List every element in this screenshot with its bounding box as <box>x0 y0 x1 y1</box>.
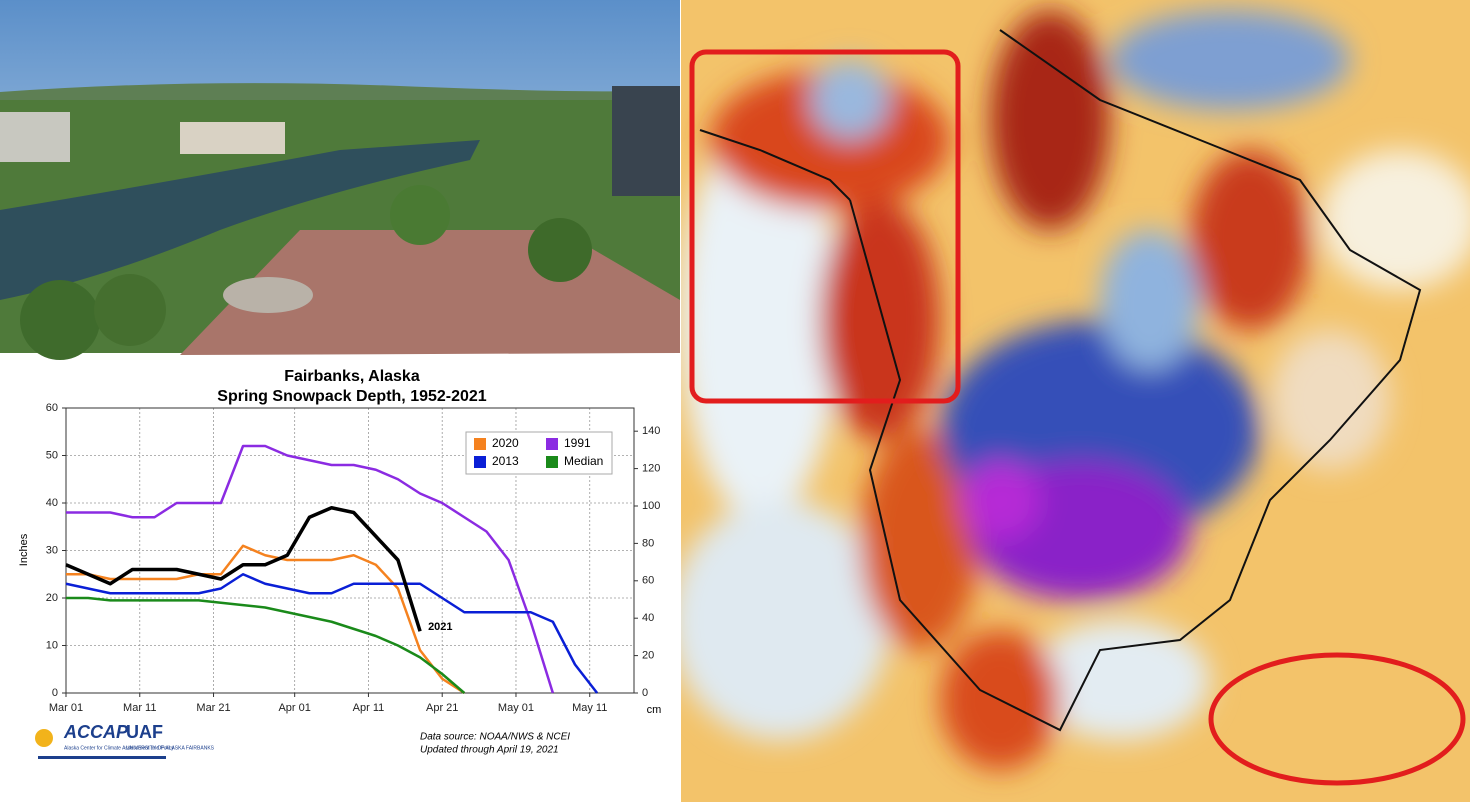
x-tick-label: Apr 21 <box>426 702 458 714</box>
y2-tick-label: 0 <box>642 687 648 699</box>
series-line <box>66 444 555 694</box>
anomaly-map <box>681 0 1470 802</box>
x-tick-label: Apr 01 <box>278 702 310 714</box>
logo-accap: ACCAP <box>63 722 129 742</box>
legend-label: Median <box>564 454 603 468</box>
y2-tick-label: 140 <box>642 425 660 437</box>
photo <box>0 0 680 360</box>
series-line <box>65 573 599 694</box>
series-line <box>66 544 466 695</box>
y2-tick-label: 20 <box>642 650 654 662</box>
updated-note: Updated through April 19, 2021 <box>420 745 559 756</box>
series-line <box>65 506 422 632</box>
legend-swatch <box>474 438 486 450</box>
logo-uaf: UAF <box>126 722 163 742</box>
legend-swatch <box>474 456 486 468</box>
y2-tick-label: 120 <box>642 462 660 474</box>
legend-swatch <box>546 438 558 450</box>
logo-accap-name: Alaska Center for Climate Assessment and… <box>64 745 174 751</box>
legend-label: 1991 <box>564 436 591 450</box>
y-tick-label: 10 <box>46 639 58 651</box>
logo: ACCAP UAF Alaska Center for Climate Asse… <box>35 722 215 759</box>
x-tick-label: Mar 01 <box>49 702 83 714</box>
plot-frame <box>65 407 635 694</box>
x-tick-label: May 01 <box>498 702 534 714</box>
y-tick-label: 40 <box>46 497 58 509</box>
y2-tick-label: 60 <box>642 575 654 587</box>
y2-tick-label: 80 <box>642 537 654 549</box>
y-tick-label: 50 <box>46 449 58 461</box>
chart: Fairbanks, Alaska Spring Snowpack Depth,… <box>18 368 661 759</box>
x-tick-label: Mar 21 <box>196 702 230 714</box>
source-note: Data source: NOAA/NWS & NCEI <box>420 732 570 743</box>
y2-tick-label: 100 <box>642 500 660 512</box>
series-line <box>66 596 466 694</box>
y-tick-label: 0 <box>52 687 58 699</box>
x-tick-label: Apr 11 <box>353 702 385 714</box>
y2-axis-label: cm <box>647 704 662 716</box>
y-tick-label: 30 <box>46 544 58 556</box>
x-tick-label: Mar 11 <box>123 702 156 714</box>
y-tick-label: 20 <box>46 592 58 604</box>
annotation: 2021 <box>428 621 452 633</box>
logo-uaf-name: UNIVERSITY OF ALASKA FAIRBANKS <box>126 745 215 751</box>
legend-swatch <box>546 456 558 468</box>
y2-tick-label: 40 <box>642 612 654 624</box>
legend-label: 2013 <box>492 454 519 468</box>
chart-title: Fairbanks, Alaska <box>284 368 420 385</box>
legend-box <box>465 431 613 475</box>
legend-label: 2020 <box>492 436 519 450</box>
y-axis-label: Inches <box>18 533 30 566</box>
y-tick-label: 60 <box>46 402 58 414</box>
x-tick-label: May 11 <box>572 702 607 714</box>
chart-subtitle: Spring Snowpack Depth, 1952-2021 <box>217 388 487 405</box>
